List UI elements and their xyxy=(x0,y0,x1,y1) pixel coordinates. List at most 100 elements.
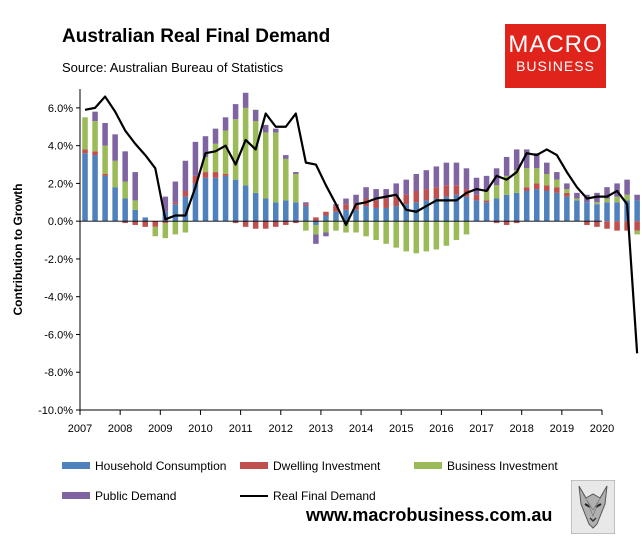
bar-public xyxy=(564,183,570,190)
y-tick-label: -10.0% xyxy=(38,405,73,417)
bar-business xyxy=(554,179,560,188)
bar-business xyxy=(533,168,540,184)
bar-public xyxy=(283,155,289,159)
bar-household xyxy=(102,175,108,222)
bar-household xyxy=(122,198,128,222)
x-tick-label: 2008 xyxy=(108,423,132,435)
bar-public xyxy=(453,162,460,186)
bar-dwelling xyxy=(192,175,199,184)
legend-label-dwelling: Dwelling Investment xyxy=(273,459,381,473)
y-tick-label: -2.0% xyxy=(44,254,73,266)
bar-household xyxy=(252,192,259,222)
macro-business-logo: MACRO BUSINESS xyxy=(505,24,606,88)
bar-dwelling xyxy=(313,217,319,222)
bar-business xyxy=(303,221,309,231)
bar-public xyxy=(232,104,239,120)
bar-public xyxy=(533,153,540,169)
series-line-real-final-demand xyxy=(84,95,639,354)
bar-dwelling xyxy=(182,190,189,197)
bar-business xyxy=(323,221,329,233)
bar-business xyxy=(433,221,440,250)
y-tick-label: 4.0% xyxy=(48,141,73,153)
bar-household xyxy=(453,194,460,222)
bar-business xyxy=(463,221,470,235)
bar-public xyxy=(574,192,580,199)
bar-business xyxy=(423,221,430,252)
bar-dwelling xyxy=(82,149,88,154)
bar-public xyxy=(92,111,98,122)
bar-public xyxy=(172,181,179,203)
bar-business xyxy=(403,221,410,252)
chart-svg: 6.0% 4.0% 2.0% 0.0% -2.0% -4.0% -6.0% -8.0% -10.… xyxy=(11,89,640,435)
bar-household xyxy=(493,198,500,222)
bar-public xyxy=(112,134,118,161)
bar-public xyxy=(604,187,610,199)
bar-public xyxy=(122,151,128,182)
bar-household xyxy=(634,200,640,222)
bar-public xyxy=(383,189,389,199)
bar-public xyxy=(323,232,329,237)
bar-dwelling xyxy=(252,221,259,229)
bar-public xyxy=(102,122,108,146)
bar-business xyxy=(443,221,450,246)
bar-dwelling xyxy=(142,221,149,227)
bar-dwelling xyxy=(272,221,279,227)
bar-dwelling xyxy=(584,221,590,225)
bar-household xyxy=(523,190,530,222)
bar-dwelling xyxy=(604,221,610,229)
bar-dwelling xyxy=(513,221,520,224)
bar-dwelling xyxy=(122,221,128,224)
bar-business xyxy=(172,221,179,235)
bar-dwelling xyxy=(323,211,329,216)
bar-household xyxy=(403,204,410,222)
bar-household xyxy=(584,202,590,222)
bar-household xyxy=(202,177,209,222)
bar-household xyxy=(232,179,239,222)
bar-business xyxy=(212,143,219,173)
bar-household xyxy=(303,206,309,222)
bar-dwelling xyxy=(634,221,640,231)
bar-business xyxy=(293,173,299,203)
bar-business xyxy=(523,168,530,188)
bar-household xyxy=(132,209,138,222)
bar-public xyxy=(403,179,410,195)
bar-business xyxy=(102,145,108,174)
bar-public xyxy=(272,128,279,133)
bar-dwelling xyxy=(554,187,560,193)
bar-household xyxy=(313,221,319,225)
bar-dwelling xyxy=(373,200,379,208)
bar-dwelling xyxy=(493,221,500,224)
bar-business xyxy=(112,160,118,188)
x-tick-label: 2014 xyxy=(349,423,373,435)
bar-public xyxy=(363,187,369,199)
bar-dwelling xyxy=(453,185,460,195)
bar-business xyxy=(343,221,349,233)
bar-public xyxy=(313,234,319,244)
bar-dwelling xyxy=(222,173,229,176)
legend-swatch-dwelling xyxy=(240,462,268,469)
y-tick-label: -4.0% xyxy=(44,292,73,304)
bar-household xyxy=(483,202,490,222)
bar-dwelling xyxy=(624,221,630,231)
bar-business xyxy=(574,198,580,201)
bar-business xyxy=(373,221,379,241)
bar-dwelling xyxy=(473,194,480,201)
legend-swatch-household xyxy=(62,462,90,469)
bar-public xyxy=(222,117,229,131)
bar-household xyxy=(182,196,189,222)
bar-business xyxy=(202,156,209,173)
bar-household xyxy=(533,189,540,222)
bar-business xyxy=(393,221,399,248)
bar-business xyxy=(453,221,460,241)
bar-business xyxy=(272,132,279,203)
bar-business xyxy=(634,230,640,235)
bar-public xyxy=(523,149,530,169)
website-url: www.macrobusiness.com.au xyxy=(306,505,553,525)
bar-public xyxy=(343,198,349,205)
bar-public xyxy=(513,149,520,171)
bar-business xyxy=(614,196,620,203)
bar-dwelling xyxy=(423,189,430,201)
bar-public xyxy=(373,189,379,201)
bar-business xyxy=(604,198,610,203)
y-axis-title: Contribution to Growth xyxy=(11,184,25,316)
